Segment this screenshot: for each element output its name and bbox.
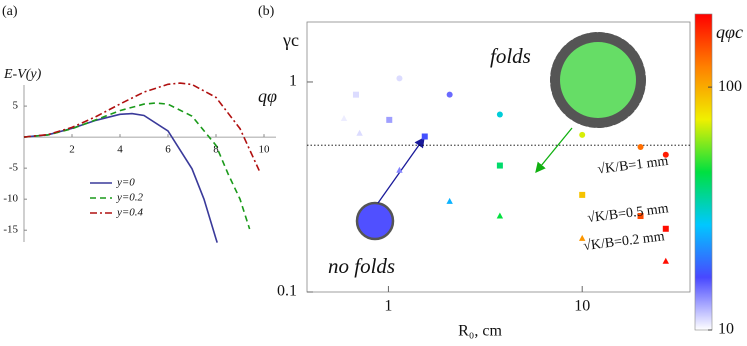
point bbox=[356, 129, 363, 136]
point bbox=[367, 57, 374, 64]
legend-label: y=0.2 bbox=[116, 192, 144, 204]
point bbox=[328, 54, 335, 61]
x-tick-label: 1 bbox=[384, 298, 392, 315]
curve bbox=[23, 102, 251, 230]
point bbox=[326, 96, 334, 103]
series-label: √K/B=0.2 mm bbox=[583, 229, 666, 254]
no-folds-illustration bbox=[355, 201, 395, 241]
y-tick-label: 5 bbox=[13, 100, 19, 112]
point bbox=[662, 151, 669, 158]
point bbox=[579, 191, 586, 198]
y-tick-label: -10 bbox=[3, 193, 18, 205]
series-label: √K/B=0.5 mm bbox=[587, 201, 670, 226]
y-tick-label: -15 bbox=[3, 224, 18, 236]
arrow bbox=[535, 127, 573, 174]
x-tick-label: 6 bbox=[165, 144, 171, 156]
annotation: folds bbox=[490, 44, 531, 68]
panel-label: (a) bbox=[2, 4, 18, 19]
series-label: √K/B=1 mm bbox=[597, 154, 670, 178]
point bbox=[496, 212, 504, 219]
y-tick-label: -5 bbox=[9, 162, 19, 174]
curve bbox=[23, 82, 260, 171]
annotation: no folds bbox=[328, 254, 395, 278]
y-tick-label: 1 bbox=[289, 73, 297, 90]
point bbox=[421, 133, 428, 140]
y-tick-label: 0.1 bbox=[277, 283, 297, 300]
x-tick-label: 8 bbox=[213, 144, 219, 156]
folds-illustration bbox=[550, 32, 646, 128]
point bbox=[386, 116, 393, 123]
point bbox=[396, 166, 403, 173]
plot-frame bbox=[306, 21, 691, 293]
point bbox=[579, 131, 586, 138]
colorbar-tick-label: 100 bbox=[718, 78, 742, 95]
x-tick-label: 10 bbox=[574, 298, 590, 315]
panel-label: (b) bbox=[258, 4, 275, 19]
x-tick-label: 10 bbox=[259, 144, 271, 156]
point bbox=[637, 213, 644, 220]
point bbox=[396, 75, 403, 82]
x-axis-label: R₀, cm bbox=[458, 323, 502, 340]
point bbox=[446, 91, 453, 98]
point bbox=[340, 115, 348, 122]
legend-label: y=0 bbox=[116, 177, 135, 189]
colorbar-tick-label: 10 bbox=[718, 321, 734, 338]
point bbox=[637, 144, 644, 151]
point bbox=[446, 197, 453, 204]
point bbox=[579, 234, 586, 241]
legend-label: y=0.4 bbox=[116, 207, 144, 219]
point bbox=[496, 111, 503, 118]
y-axis-label: E-V(y) bbox=[3, 67, 42, 82]
y-axis-label: γc bbox=[282, 30, 299, 50]
point bbox=[662, 225, 669, 232]
x-axis-label: qφ bbox=[258, 86, 277, 106]
colorbar bbox=[694, 13, 713, 331]
point bbox=[352, 91, 359, 98]
x-tick-label: 2 bbox=[69, 144, 75, 156]
colorbar-label: qφc bbox=[716, 22, 743, 42]
x-tick-label: 4 bbox=[117, 144, 123, 156]
point bbox=[662, 257, 669, 264]
point bbox=[496, 162, 503, 169]
